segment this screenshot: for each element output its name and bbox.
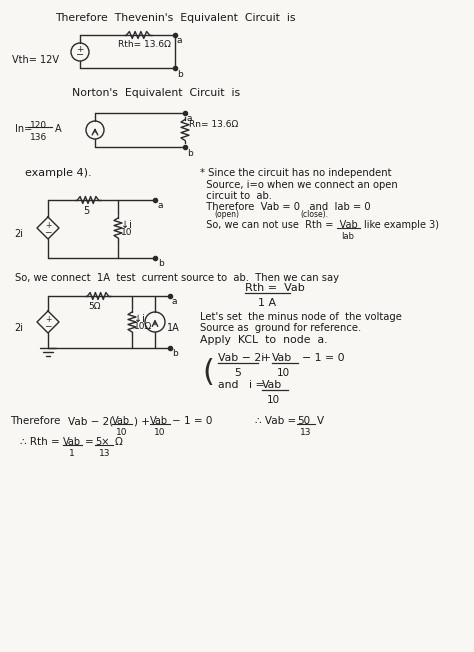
Text: Vab − 2(: Vab − 2( <box>68 416 113 426</box>
Text: 13: 13 <box>300 428 311 437</box>
Text: Iab: Iab <box>341 232 354 241</box>
Text: So, we connect  1A  test  current source to  ab.  Then we can say: So, we connect 1A test current source to… <box>15 273 339 283</box>
Text: b: b <box>158 259 164 268</box>
Text: In=: In= <box>15 124 32 134</box>
Text: ↓i: ↓i <box>134 314 145 324</box>
Text: b: b <box>172 349 178 358</box>
Text: −: − <box>44 321 52 330</box>
Text: 136: 136 <box>30 133 47 142</box>
Text: 10: 10 <box>277 368 290 378</box>
Text: 5: 5 <box>234 368 241 378</box>
Text: and   i =: and i = <box>218 380 264 390</box>
Text: A: A <box>55 124 62 134</box>
Text: Source, i=o when we connect an open: Source, i=o when we connect an open <box>200 180 398 190</box>
Text: b: b <box>187 149 193 158</box>
Text: 5×: 5× <box>95 437 109 447</box>
Text: 5: 5 <box>83 206 89 216</box>
Text: 2i: 2i <box>14 229 23 239</box>
Text: Vab: Vab <box>272 353 292 363</box>
Text: Vab: Vab <box>150 416 168 426</box>
Text: 10: 10 <box>267 395 280 405</box>
Text: Norton's  Equivalent  Circuit  is: Norton's Equivalent Circuit is <box>72 88 240 98</box>
Text: 13: 13 <box>99 449 110 458</box>
Text: − 1 = 0: − 1 = 0 <box>302 353 345 363</box>
Text: Therefore: Therefore <box>10 416 60 426</box>
Text: Therefore  Vab = 0   and  Iab = 0: Therefore Vab = 0 and Iab = 0 <box>200 202 371 212</box>
Text: a: a <box>177 36 182 45</box>
Text: Rth =  Vab: Rth = Vab <box>245 283 305 293</box>
Text: Vth= 12V: Vth= 12V <box>12 55 59 65</box>
Text: ) +: ) + <box>134 416 150 426</box>
Text: Rth= 13.6Ω: Rth= 13.6Ω <box>118 40 171 49</box>
Text: 10: 10 <box>121 228 133 237</box>
Text: circuit to  ab.: circuit to ab. <box>200 191 272 201</box>
Text: 1: 1 <box>69 449 75 458</box>
Text: 1A: 1A <box>167 323 180 333</box>
Text: Source as  ground for reference.: Source as ground for reference. <box>200 323 361 333</box>
Text: * Since the circuit has no independent: * Since the circuit has no independent <box>200 168 392 178</box>
Text: Let's set  the minus node of  the voltage: Let's set the minus node of the voltage <box>200 312 402 322</box>
Text: a: a <box>187 114 192 123</box>
Text: =: = <box>85 437 94 447</box>
Text: V: V <box>317 416 324 426</box>
Text: −: − <box>76 50 84 60</box>
Text: Vab − 2i: Vab − 2i <box>218 353 264 363</box>
Text: Ω: Ω <box>115 437 123 447</box>
Text: Vab: Vab <box>262 380 282 390</box>
Text: 10: 10 <box>116 428 128 437</box>
Text: (open): (open) <box>214 210 239 219</box>
Text: (: ( <box>202 358 214 387</box>
Text: +: + <box>45 316 51 325</box>
Text: Apply  KCL  to  node  a.: Apply KCL to node a. <box>200 335 328 345</box>
Text: Vab: Vab <box>63 437 81 447</box>
Text: 50: 50 <box>297 416 310 426</box>
Text: 10Ω: 10Ω <box>134 322 152 331</box>
Text: +: + <box>262 353 271 363</box>
Text: +: + <box>76 45 84 54</box>
Text: ∴ Rth =: ∴ Rth = <box>20 437 60 447</box>
Text: 10: 10 <box>154 428 165 437</box>
Text: −: − <box>44 227 52 236</box>
Text: ↓i: ↓i <box>121 220 132 230</box>
Text: 2i: 2i <box>14 323 23 333</box>
Text: b: b <box>177 70 183 79</box>
Text: a: a <box>158 201 164 210</box>
Text: So, we can not use  Rth =  Vab  like example 3): So, we can not use Rth = Vab like exampl… <box>200 220 439 230</box>
Text: − 1 = 0: − 1 = 0 <box>172 416 212 426</box>
Text: Therefore  Thevenin's  Equivalent  Circuit  is: Therefore Thevenin's Equivalent Circuit … <box>55 13 295 23</box>
Text: +: + <box>45 222 51 231</box>
Text: (close).: (close). <box>300 210 328 219</box>
Text: Rn= 13.6Ω: Rn= 13.6Ω <box>189 120 238 129</box>
Text: 120: 120 <box>30 121 47 130</box>
Text: 5Ω: 5Ω <box>88 302 100 311</box>
Text: Vab: Vab <box>112 416 130 426</box>
Text: ∴ Vab =: ∴ Vab = <box>255 416 296 426</box>
Text: a: a <box>172 297 177 306</box>
Text: example 4).: example 4). <box>25 168 91 178</box>
Text: 1 A: 1 A <box>258 298 276 308</box>
